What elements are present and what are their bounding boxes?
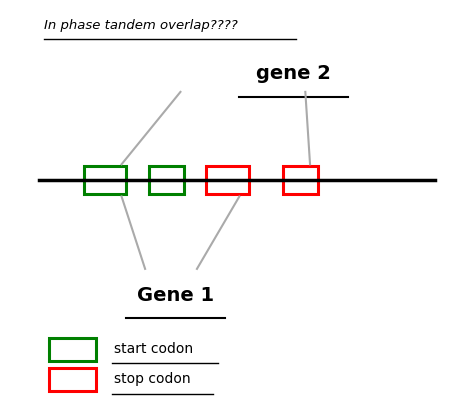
Text: In phase tandem overlap????: In phase tandem overlap???? xyxy=(44,19,237,32)
Text: stop codon: stop codon xyxy=(115,373,191,386)
Text: gene 2: gene 2 xyxy=(256,64,331,83)
Bar xyxy=(206,166,249,194)
Bar xyxy=(48,338,96,361)
Bar xyxy=(149,166,184,194)
Text: Gene 1: Gene 1 xyxy=(137,286,214,305)
Bar xyxy=(283,166,318,194)
Bar xyxy=(84,166,126,194)
Bar xyxy=(48,368,96,391)
Text: start codon: start codon xyxy=(115,342,193,356)
